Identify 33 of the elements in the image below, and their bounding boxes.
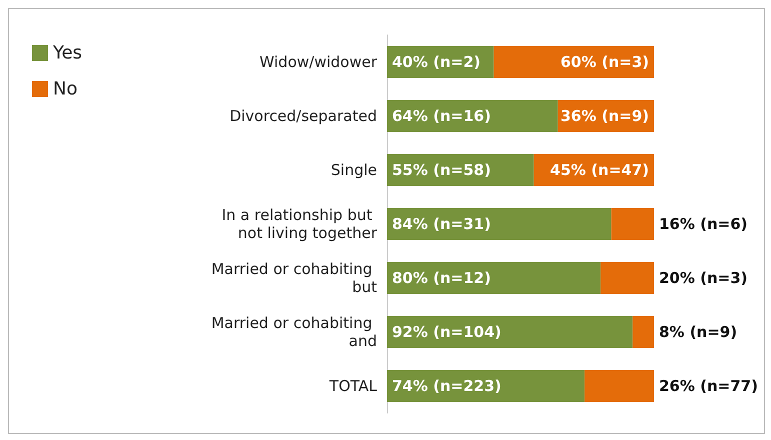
data-label: 45% (n=47)	[550, 161, 649, 179]
data-label: 40% (n=2)	[392, 53, 481, 71]
bar	[387, 262, 601, 294]
bar	[387, 370, 585, 402]
y-tick-label: TOTAL	[328, 377, 378, 395]
y-tick-label: In a relationship but not living together	[222, 206, 378, 242]
legend-label: Yes	[52, 42, 82, 64]
bar	[584, 370, 654, 402]
y-tick-label: Divorced/separated	[230, 107, 377, 125]
y-tick-label: Married or cohabiting and	[211, 314, 377, 350]
y-tick-label: Single	[330, 161, 377, 179]
y-tick-label: Married or cohabiting but	[211, 260, 378, 296]
bar	[600, 262, 654, 294]
data-label: 60% (n=3)	[560, 53, 649, 71]
bar	[611, 208, 654, 240]
bar	[387, 100, 558, 132]
data-label: 36% (n=9)	[560, 107, 649, 125]
data-label: 20% (n=3)	[659, 269, 748, 287]
data-label: 16% (n=6)	[659, 215, 748, 233]
data-label: 84% (n=31)	[392, 215, 491, 233]
data-label: 92% (n=104)	[392, 323, 502, 341]
data-label: 26% (n=77)	[659, 377, 758, 395]
bar	[387, 208, 612, 240]
y-tick-label: Widow/widower	[260, 53, 378, 71]
data-label: 55% (n=58)	[392, 161, 491, 179]
data-label: 64% (n=16)	[392, 107, 491, 125]
data-label: 80% (n=12)	[392, 269, 491, 287]
bar	[494, 46, 654, 78]
legend-label: No	[53, 78, 78, 100]
bar	[387, 316, 633, 348]
data-label: 74% (n=223)	[392, 377, 502, 395]
bar	[632, 316, 654, 348]
data-label: 8% (n=9)	[659, 323, 738, 341]
